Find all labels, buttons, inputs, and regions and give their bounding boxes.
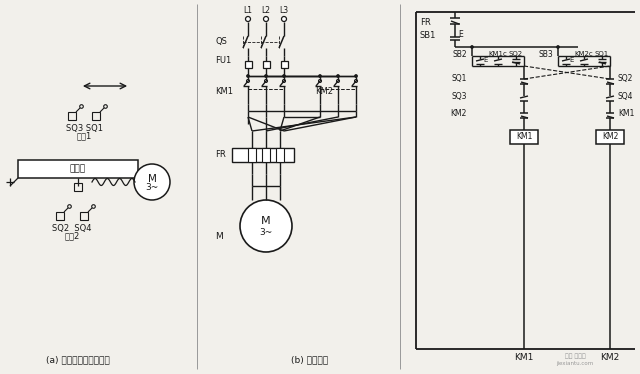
Bar [92,112,100,120]
Circle shape [470,46,474,49]
Text: jiexiantu.com: jiexiantu.com [556,362,594,367]
Text: FU1: FU1 [215,55,231,64]
Text: L2: L2 [262,6,271,15]
Text: SQ3 SQ1: SQ3 SQ1 [65,123,102,132]
Circle shape [246,80,250,83]
Circle shape [264,74,268,77]
Bar [232,148,294,162]
Text: 位置2: 位置2 [65,232,79,240]
Circle shape [337,74,339,77]
Text: FR: FR [215,150,226,159]
Bar [248,148,256,162]
Circle shape [355,80,358,83]
Text: KM1: KM1 [515,353,534,362]
Circle shape [337,80,339,83]
Bar [18,160,138,178]
Text: E: E [570,57,574,63]
Circle shape [319,80,321,83]
Bar [262,148,270,162]
Circle shape [240,200,292,252]
Text: M: M [148,174,156,184]
Text: 3~: 3~ [145,183,159,191]
Text: SQ1: SQ1 [595,51,609,57]
Bar [244,61,252,68]
Text: KM2c: KM2c [575,51,593,57]
Bar [68,112,76,120]
Bar [80,212,88,220]
Text: (b) 控制线路: (b) 控制线路 [291,356,328,365]
Circle shape [282,16,287,21]
Text: L3: L3 [280,6,289,15]
Text: SQ1: SQ1 [452,74,467,83]
Text: SQ2: SQ2 [509,51,523,57]
Bar [74,183,82,191]
Bar [276,148,284,162]
Circle shape [355,74,358,77]
Text: KM2: KM2 [600,353,620,362]
Text: SQ3: SQ3 [451,92,467,101]
Text: E: E [459,30,463,39]
Text: E: E [484,57,488,63]
Text: SB2: SB2 [452,49,467,58]
Text: SB1: SB1 [420,31,436,40]
Text: KM1: KM1 [215,86,233,95]
Bar [510,130,538,144]
Text: SQ4: SQ4 [618,92,634,101]
Circle shape [557,46,559,49]
Text: SQ2: SQ2 [618,74,634,83]
Text: KM1: KM1 [618,108,634,117]
Text: FR: FR [420,18,431,27]
Circle shape [319,74,321,77]
Text: KM2: KM2 [315,86,333,95]
Text: M: M [261,216,271,226]
Text: M: M [215,232,223,240]
Circle shape [246,16,250,21]
Circle shape [134,164,170,200]
Text: 知乎 接线图: 知乎 接线图 [564,353,586,359]
Text: L1: L1 [243,6,253,15]
Text: KM1: KM1 [516,132,532,141]
Text: 3~: 3~ [259,227,273,236]
Circle shape [282,74,285,77]
Text: 位置1: 位置1 [76,132,92,141]
Text: (a) 工作自动循环示意图: (a) 工作自动循环示意图 [46,356,110,365]
Circle shape [246,74,250,77]
Circle shape [264,16,269,21]
Bar [262,61,269,68]
Bar [280,61,287,68]
Text: QS: QS [215,37,227,46]
Text: KM2: KM2 [451,108,467,117]
Circle shape [282,80,285,83]
Text: SB3: SB3 [538,49,553,58]
Bar [596,130,624,144]
Circle shape [264,80,268,83]
Text: KM2: KM2 [602,132,618,141]
Text: SQ2  SQ4: SQ2 SQ4 [52,224,92,233]
Bar [56,212,64,220]
Text: 工作台: 工作台 [70,165,86,174]
Text: KM1c: KM1c [488,51,508,57]
